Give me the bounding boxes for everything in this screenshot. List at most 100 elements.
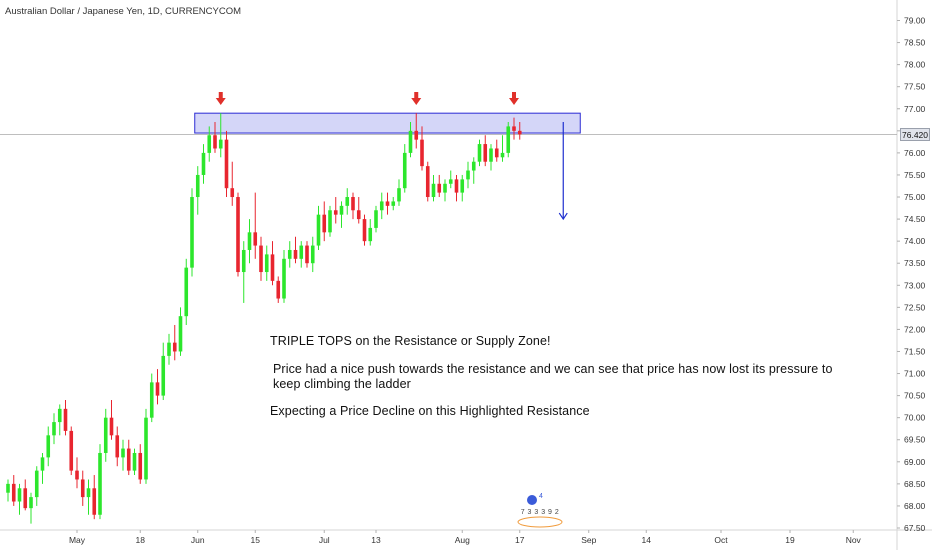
candle-body — [489, 148, 493, 162]
candle-body — [391, 201, 396, 206]
y-tick-label: 72.00 — [904, 324, 926, 334]
candle-body — [414, 130, 419, 140]
candle-body — [98, 452, 102, 515]
candle-body — [63, 408, 68, 431]
y-tick-label: 77.50 — [904, 82, 926, 92]
candle-body — [224, 139, 229, 189]
candle-body — [408, 130, 413, 153]
y-tick-label: 68.00 — [904, 501, 926, 511]
candle-body — [23, 488, 28, 509]
candle-body — [144, 417, 148, 480]
candle-body — [207, 135, 212, 153]
last-price-label: 76.420 — [900, 128, 930, 141]
candle-body — [126, 448, 131, 471]
candle-body — [420, 139, 424, 167]
y-tick-label: 78.00 — [904, 60, 926, 70]
y-tick-label: 70.00 — [904, 413, 926, 423]
candle-body — [356, 210, 361, 220]
y-tick-label: 78.50 — [904, 38, 926, 48]
candle-body — [138, 452, 143, 480]
candle-body — [40, 457, 45, 471]
candle-body — [201, 152, 206, 175]
candle-body — [437, 183, 442, 193]
candle-body — [69, 430, 74, 471]
candle-body — [512, 126, 516, 131]
y-tick-label: 69.00 — [904, 457, 926, 467]
candle-body — [402, 152, 407, 189]
y-tick-label: 71.50 — [904, 346, 926, 356]
candle-body — [259, 245, 263, 273]
annotation-body-line2: keep climbing the ladder — [273, 377, 411, 391]
candle-body — [132, 452, 137, 471]
candle-body — [75, 470, 79, 480]
candle-body — [149, 382, 154, 418]
candle-body — [374, 210, 378, 228]
candle-body — [178, 316, 183, 352]
candle-body — [362, 219, 367, 242]
candle-body — [293, 249, 298, 259]
candle-body — [167, 342, 171, 356]
candle-body — [287, 249, 292, 259]
candle-body — [397, 188, 401, 202]
y-tick-label: 73.00 — [904, 280, 926, 290]
x-tick-label: 19 — [785, 535, 795, 545]
candle-body — [6, 483, 10, 493]
candle-body — [253, 232, 258, 246]
candle-body — [431, 183, 436, 198]
candle-body — [270, 254, 275, 281]
y-tick-label: 79.00 — [904, 16, 926, 26]
candle-body — [385, 201, 390, 206]
x-tick-label: 13 — [371, 535, 381, 545]
candle-body — [506, 126, 511, 153]
candle-body — [213, 135, 217, 149]
top-arrow-icon — [411, 92, 422, 105]
y-tick-label: 77.00 — [904, 104, 926, 114]
annotation-body-line1: Price had a nice push towards the resist… — [273, 362, 833, 376]
candle-body — [236, 197, 240, 273]
y-tick-label: 74.00 — [904, 236, 926, 246]
candle-body — [328, 210, 332, 233]
candle-body — [34, 470, 39, 498]
y-tick-label: 75.00 — [904, 192, 926, 202]
candle-body — [339, 205, 344, 215]
y-tick-label: 71.00 — [904, 369, 926, 379]
candle-body — [29, 497, 33, 509]
projection-arrow-head-icon — [558, 212, 568, 221]
candle-body — [109, 417, 114, 436]
candle-body — [241, 249, 246, 273]
candle-body — [282, 258, 286, 299]
candle-body — [368, 227, 373, 242]
candle-body — [345, 197, 350, 206]
y-tick-label: 76.00 — [904, 148, 926, 158]
candle-body — [11, 483, 16, 502]
y-tick-label: 73.50 — [904, 258, 926, 268]
candle-body — [52, 422, 56, 436]
candle-body — [264, 254, 269, 273]
top-arrow-icon — [215, 92, 226, 105]
annotation-expectation: Expecting a Price Decline on this Highli… — [270, 404, 590, 418]
candle-body — [121, 448, 125, 458]
chart-title: Australian Dollar / Japanese Yen, 1D, CU… — [5, 6, 242, 17]
top-arrow-icon — [509, 92, 519, 105]
candle-body — [379, 201, 384, 211]
candle-body — [57, 408, 62, 423]
x-tick-label: Nov — [846, 535, 862, 545]
candle-body — [17, 488, 22, 502]
y-tick-label: 68.50 — [904, 479, 926, 489]
candle-body — [92, 488, 97, 515]
y-tick-label: 70.50 — [904, 391, 926, 401]
candle-body — [443, 183, 447, 193]
x-tick-label: 15 — [251, 535, 261, 545]
candle-body — [195, 174, 200, 198]
candle-body — [161, 355, 166, 396]
candle-body — [500, 152, 505, 158]
y-tick-label: 72.50 — [904, 302, 926, 312]
candle-body — [483, 144, 488, 162]
candle-body — [190, 197, 194, 268]
candle-body — [184, 267, 189, 317]
author-badge: 4 — [539, 493, 543, 500]
y-tick-label: 74.50 — [904, 214, 926, 224]
annotation-headline: TRIPLE TOPS on the Resistance or Supply … — [270, 334, 551, 348]
author-medal-icon — [517, 516, 563, 528]
candle-body — [218, 139, 223, 149]
